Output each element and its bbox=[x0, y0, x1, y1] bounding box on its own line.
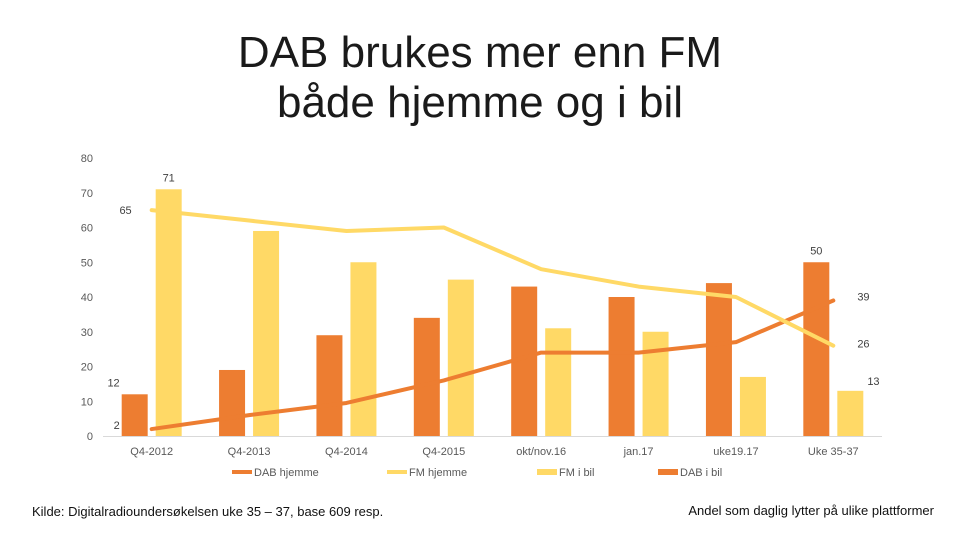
bar-dab-i-bil bbox=[803, 262, 830, 436]
data-label: 50 bbox=[810, 245, 822, 257]
bar-dab-i-bil bbox=[608, 297, 635, 436]
bar-fm-i-bil bbox=[155, 189, 182, 436]
x-tick-label: uke19.17 bbox=[713, 446, 758, 458]
y-tick-label: 60 bbox=[81, 223, 93, 235]
y-tick-label: 40 bbox=[81, 292, 93, 304]
bar-fm-i-bil bbox=[739, 376, 766, 436]
legend-swatch-bar bbox=[537, 469, 557, 475]
chart-title-line-2: både hjemme og i bil bbox=[276, 78, 683, 127]
legend-swatch-bar bbox=[658, 469, 678, 475]
bar-dab-i-bil bbox=[705, 283, 732, 436]
x-tick-label: Q4-2014 bbox=[325, 446, 368, 458]
bar-fm-i-bil bbox=[545, 328, 572, 436]
y-tick-label: 10 bbox=[81, 396, 93, 408]
legend-label: FM i bil bbox=[559, 467, 594, 479]
data-label: 71 bbox=[163, 172, 175, 184]
chart-description: Andel som daglig lytter på ulike plattfo… bbox=[688, 503, 934, 518]
data-label: 39 bbox=[857, 291, 869, 303]
data-label: 12 bbox=[107, 377, 119, 389]
y-tick-label: 20 bbox=[81, 362, 93, 374]
legend-label: DAB hjemme bbox=[254, 467, 319, 479]
x-tick-label: Q4-2013 bbox=[228, 446, 271, 458]
data-label: 65 bbox=[119, 205, 131, 217]
y-tick-label: 0 bbox=[87, 431, 93, 443]
y-tick-label: 30 bbox=[81, 327, 93, 339]
source-note: Kilde: Digitalradioundersøkelsen uke 35 … bbox=[32, 504, 384, 519]
data-label: 26 bbox=[857, 339, 869, 351]
bar-fm-i-bil bbox=[642, 331, 669, 436]
data-label: 13 bbox=[867, 376, 879, 388]
x-tick-label: jan.17 bbox=[623, 446, 654, 458]
bar-fm-i-bil bbox=[837, 390, 864, 436]
bar-fm-i-bil bbox=[447, 279, 474, 436]
bar-fm-i-bil bbox=[253, 230, 280, 436]
bar-dab-i-bil bbox=[219, 369, 246, 436]
chart-title: DAB brukes mer enn FM både hjemme og i b… bbox=[0, 28, 960, 128]
y-tick-label: 70 bbox=[81, 188, 93, 200]
x-tick-label: Uke 35-37 bbox=[808, 446, 859, 458]
bar-dab-i-bil bbox=[121, 394, 148, 436]
legend-label: FM hjemme bbox=[409, 467, 467, 479]
y-tick-label: 50 bbox=[81, 257, 93, 269]
line-fm-hjemme bbox=[149, 208, 836, 348]
x-tick-label: Q4-2012 bbox=[130, 446, 173, 458]
chart-title-line-1: DAB brukes mer enn FM bbox=[237, 28, 723, 77]
data-label: 2 bbox=[114, 420, 120, 432]
y-tick-label: 80 bbox=[81, 153, 93, 165]
legend-label: DAB i bil bbox=[680, 467, 722, 479]
bar-dab-i-bil bbox=[413, 317, 440, 436]
bar-fm-i-bil bbox=[350, 262, 377, 436]
x-tick-label: okt/nov.16 bbox=[516, 446, 566, 458]
bar-dab-i-bil bbox=[316, 335, 343, 436]
x-tick-label: Q4-2015 bbox=[422, 446, 465, 458]
line-dab-hjemme bbox=[149, 298, 836, 432]
